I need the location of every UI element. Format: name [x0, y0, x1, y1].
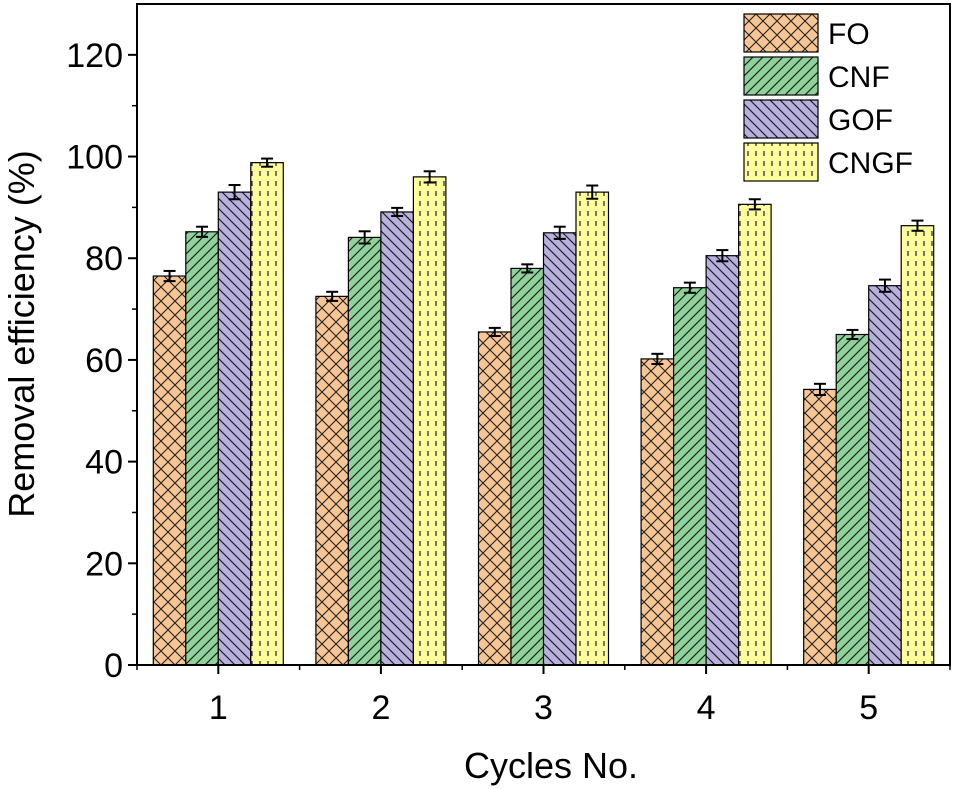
- error-bar: [553, 225, 566, 240]
- legend-label-fo: FO: [828, 18, 870, 51]
- y-axis-title: Removal efficiency (%): [1, 150, 42, 517]
- legend-label-gof: GOF: [828, 104, 893, 137]
- bar-gof-cycle-2: [380, 211, 414, 666]
- legend-swatch-cnf: [743, 56, 819, 96]
- x-axis-title: Cycles No.: [464, 745, 638, 786]
- bar-fo-cycle-4: [640, 358, 675, 666]
- legend-label-cnf: CNF: [828, 61, 890, 94]
- y-tick-label: 120: [66, 37, 123, 75]
- error-bar: [196, 225, 209, 238]
- bar-cnf-cycle-1: [185, 231, 219, 666]
- error-bar: [391, 206, 404, 218]
- x-tick-label: 1: [209, 689, 228, 727]
- x-tick-label: 4: [697, 689, 716, 727]
- bar-cngf-cycle-3: [575, 191, 610, 666]
- error-bar: [651, 352, 664, 365]
- error-bar: [423, 170, 436, 184]
- y-tick-label: 20: [85, 545, 123, 583]
- legend-swatch-gof: [743, 99, 819, 139]
- bar-cnf-cycle-5: [835, 333, 870, 666]
- error-bar: [358, 230, 371, 245]
- error-bar: [228, 184, 241, 201]
- bar-cngf-cycle-2: [412, 176, 447, 666]
- bar-cnf-cycle-2: [347, 236, 382, 666]
- error-bar: [878, 278, 891, 293]
- error-bar: [748, 198, 761, 211]
- y-tick-label: 40: [85, 444, 123, 482]
- bar-fo-cycle-2: [315, 295, 349, 666]
- x-axis: 1 2 3 4 5: [136, 665, 951, 727]
- bar-cnf-cycle-4: [672, 287, 707, 666]
- error-bar: [716, 249, 729, 263]
- bar-cngf-cycle-5: [900, 225, 935, 666]
- error-bar: [488, 326, 501, 338]
- error-bar: [586, 184, 599, 200]
- error-bar: [683, 281, 696, 294]
- error-bar: [846, 328, 859, 341]
- bar-gof-cycle-4: [705, 255, 740, 666]
- y-tick-label: 100: [66, 139, 123, 177]
- plot-area: [152, 157, 935, 666]
- bar-cnf-cycle-3: [510, 267, 545, 666]
- y-axis: 0 20 40 60 80 100 120: [66, 37, 137, 685]
- y-tick-label: 60: [85, 342, 123, 380]
- error-bar: [326, 290, 339, 302]
- bar-cngf-cycle-4: [737, 203, 772, 666]
- bar-fo-cycle-3: [477, 331, 512, 666]
- legend-label-cngf: CNGF: [828, 147, 913, 180]
- y-tick-label: 0: [104, 647, 123, 685]
- error-bar: [911, 219, 924, 232]
- bar-gof-cycle-3: [542, 232, 577, 666]
- error-bar: [261, 157, 274, 168]
- error-bar: [813, 382, 826, 397]
- x-tick-label: 3: [534, 689, 553, 727]
- error-bar: [521, 263, 534, 274]
- x-tick-label: 2: [371, 689, 390, 727]
- bar-cngf-cycle-1: [250, 162, 284, 666]
- bar-fo-cycle-1: [152, 275, 187, 666]
- legend-swatch-fo: [743, 13, 819, 53]
- y-tick-label: 80: [85, 240, 123, 278]
- x-tick-label: 5: [859, 689, 878, 727]
- error-bar: [163, 269, 176, 283]
- bar-gof-cycle-1: [217, 191, 252, 666]
- bar-fo-cycle-5: [803, 388, 837, 666]
- legend: FO CNF GOF CNGF: [743, 13, 913, 182]
- legend-swatch-cngf: [743, 142, 819, 182]
- bar-gof-cycle-5: [868, 285, 902, 666]
